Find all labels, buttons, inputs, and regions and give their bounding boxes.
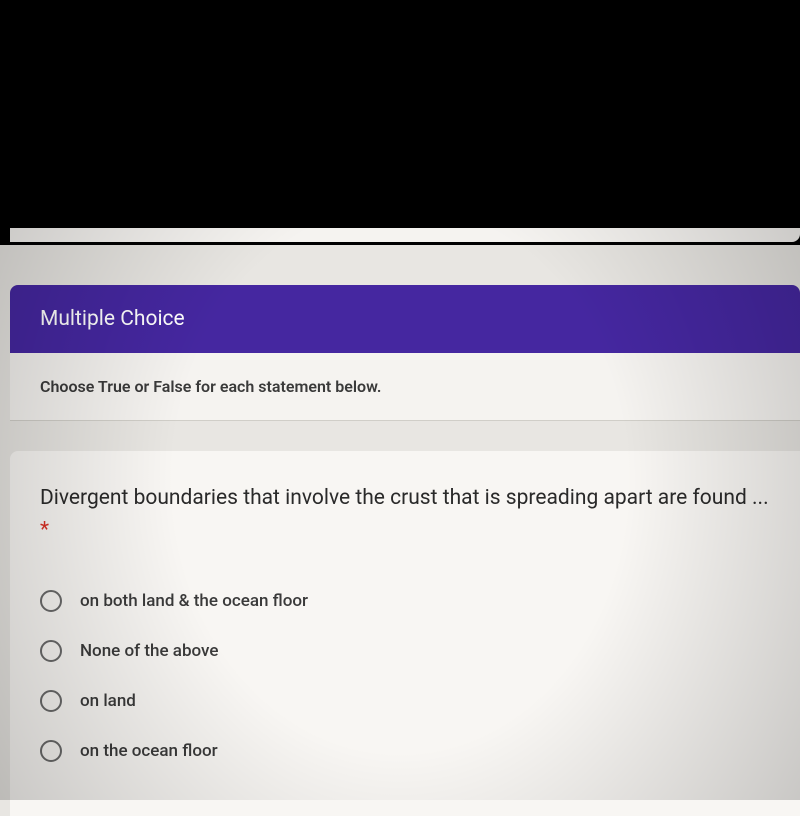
card-spacer — [0, 421, 800, 451]
instruction-card: Choose True or False for each statement … — [10, 353, 800, 421]
question-text: Divergent boundaries that involve the cr… — [40, 483, 770, 546]
radio-icon — [40, 690, 62, 712]
option-1[interactable]: None of the above — [40, 626, 770, 676]
option-label: on land — [80, 691, 136, 711]
option-2[interactable]: on land — [40, 676, 770, 726]
section-header: Multiple Choice — [10, 285, 800, 353]
section-title: Multiple Choice — [40, 307, 185, 331]
options-group: on both land & the ocean floor None of t… — [40, 576, 770, 776]
required-marker: * — [40, 518, 49, 542]
question-card: Divergent boundaries that involve the cr… — [10, 451, 800, 816]
option-label: on the ocean floor — [80, 741, 218, 761]
radio-icon — [40, 640, 62, 662]
option-0[interactable]: on both land & the ocean floor — [40, 576, 770, 626]
form-container: Multiple Choice Choose True or False for… — [0, 245, 800, 816]
instruction-text: Choose True or False for each statement … — [40, 377, 381, 396]
option-label: None of the above — [80, 641, 218, 661]
radio-icon — [40, 740, 62, 762]
question-prompt: Divergent boundaries that involve the cr… — [40, 486, 769, 510]
option-3[interactable]: on the ocean floor — [40, 726, 770, 776]
option-label: on both land & the ocean floor — [80, 591, 308, 611]
radio-icon — [40, 590, 62, 612]
previous-card-edge — [10, 228, 800, 242]
